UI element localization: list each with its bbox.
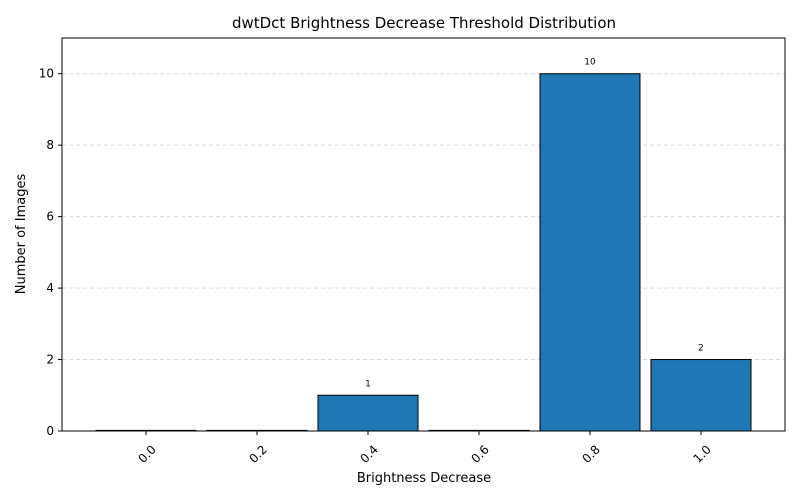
y-tick-label: 6 bbox=[46, 210, 54, 224]
grid bbox=[62, 73, 785, 361]
data-labels: 1 10 2 bbox=[365, 58, 704, 390]
x-axis-ticks: 0.0 0.2 0.4 0.6 0.8 1.0 bbox=[135, 431, 714, 466]
x-tick-label: 1.0 bbox=[690, 442, 713, 465]
x-axis-label: Brightness Decrease bbox=[357, 471, 491, 486]
y-tick-label: 0 bbox=[46, 424, 54, 438]
plot-frame bbox=[61, 37, 786, 432]
data-label-0.8: 10 bbox=[584, 58, 596, 68]
y-axis-label: Number of Images bbox=[14, 174, 29, 295]
y-tick-label: 2 bbox=[46, 353, 54, 367]
x-tick-label: 0.6 bbox=[468, 442, 491, 465]
data-label-0.4: 1 bbox=[365, 379, 371, 389]
x-tick-label: 0.8 bbox=[579, 442, 602, 465]
bar-0.8 bbox=[539, 73, 641, 432]
bar-1.0 bbox=[650, 359, 752, 432]
chart-title: dwtDct Brightness Decrease Threshold Dis… bbox=[232, 14, 616, 32]
data-label-1.0: 2 bbox=[698, 344, 704, 354]
bar-0.4 bbox=[317, 394, 419, 432]
y-tick-label: 4 bbox=[46, 281, 54, 295]
y-axis-ticks: 0 2 4 6 8 10 bbox=[39, 67, 62, 438]
x-tick-label: 0.0 bbox=[135, 442, 158, 465]
y-tick-label: 8 bbox=[46, 138, 54, 152]
bars bbox=[95, 73, 752, 432]
x-tick-label: 0.2 bbox=[246, 442, 269, 465]
x-tick-label: 0.4 bbox=[357, 442, 380, 465]
y-tick-label: 10 bbox=[39, 67, 54, 81]
